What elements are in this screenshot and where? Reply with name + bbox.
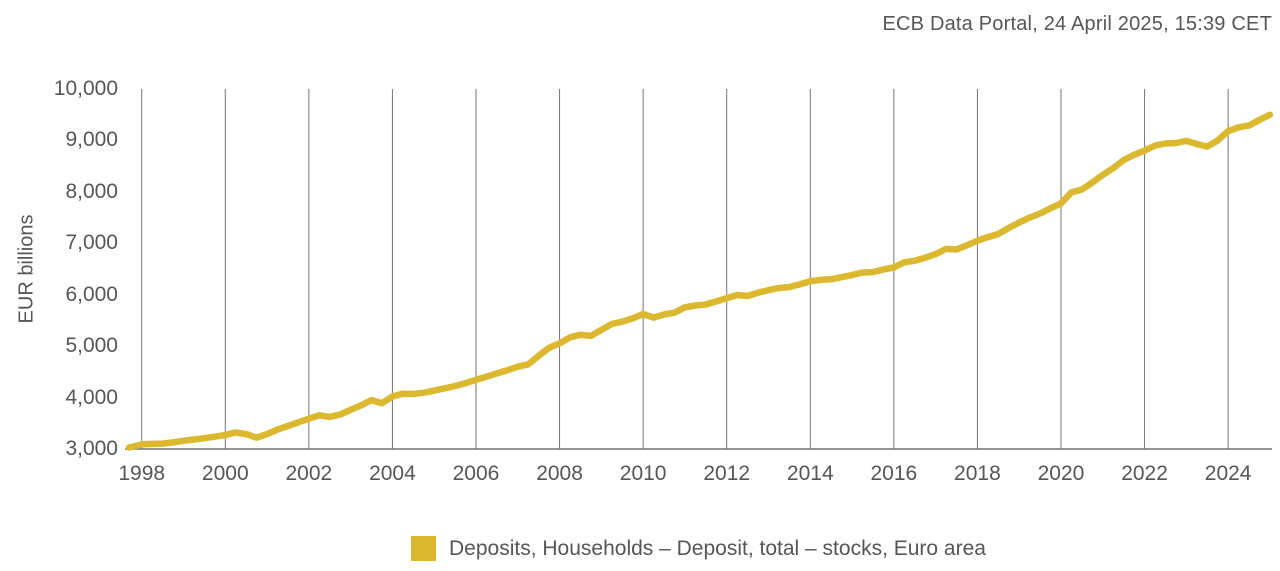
- y-tick-label: 4,000: [65, 385, 118, 409]
- y-tick-label: 8,000: [65, 179, 118, 203]
- y-tick-label: 10,000: [53, 77, 118, 100]
- x-tick-label: 2018: [954, 462, 1001, 485]
- x-tick-label: 2024: [1204, 462, 1252, 485]
- y-tick-label: 5,000: [65, 334, 118, 358]
- x-tick-label: 2022: [1121, 462, 1168, 485]
- legend: Deposits, Households – Deposit, total – …: [125, 536, 1272, 561]
- x-tick-label: 1998: [118, 462, 166, 485]
- x-tick-label: 2008: [536, 462, 583, 485]
- x-tick-label: 2014: [786, 462, 834, 485]
- x-tick-label: 2012: [703, 462, 751, 485]
- deposits-series-line: [125, 111, 1274, 451]
- x-tick-label: 2020: [1037, 462, 1085, 485]
- legend-swatch: [411, 536, 437, 561]
- x-tick-label: 2010: [619, 462, 667, 485]
- x-tick-label: 2000: [201, 462, 249, 485]
- y-tick-label: 3,000: [65, 437, 118, 460]
- y-tick-label: 6,000: [65, 282, 118, 306]
- x-tick-label: 2002: [285, 462, 333, 485]
- x-tick-label: 2006: [452, 462, 500, 485]
- vertical-gridlines: [141, 89, 1229, 449]
- y-tick-label: 9,000: [65, 128, 118, 152]
- source-timestamp-text: ECB Data Portal, 24 April 2025, 15:39 CE…: [882, 13, 1272, 35]
- y-tick-label: 7,000: [65, 231, 118, 255]
- x-tick-label: 2004: [369, 462, 416, 485]
- x-tick-label: 2016: [870, 462, 918, 485]
- legend-label: Deposits, Households – Deposit, total – …: [449, 536, 986, 560]
